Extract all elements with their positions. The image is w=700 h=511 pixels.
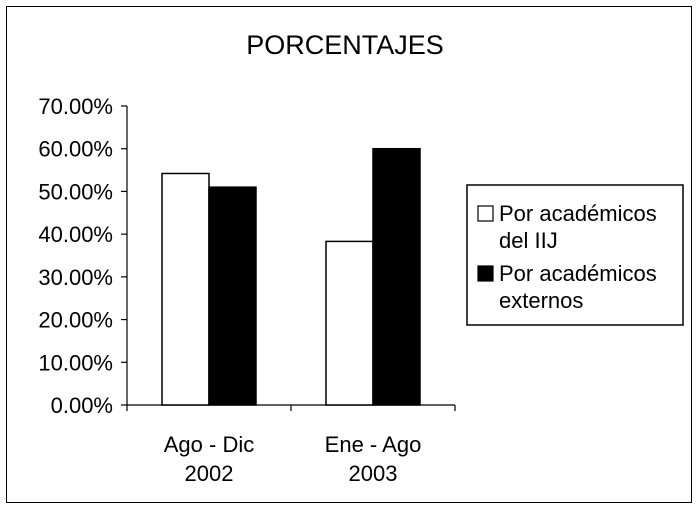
- legend-swatch: [477, 205, 494, 222]
- bar: [208, 186, 257, 406]
- y-tick-label: 30.00%: [38, 265, 113, 290]
- bar: [161, 172, 210, 406]
- y-tick-label: 0.00%: [51, 393, 113, 418]
- y-tick-label: 20.00%: [38, 308, 113, 333]
- x-category-label: Ago - Dic 2002: [164, 432, 254, 486]
- y-axis: 0.00% 10.00% 20.00% 30.00% 40.00% 50.00% 60.00…: [38, 94, 128, 418]
- legend-item: Por académicos del IIJ: [477, 201, 657, 253]
- y-tick-label: 60.00%: [38, 137, 113, 162]
- bars: [161, 147, 421, 406]
- legend-label: Por académicos externos: [499, 261, 657, 313]
- legend-swatch: [477, 265, 494, 282]
- legend-box: [466, 184, 684, 326]
- bar: [325, 240, 374, 406]
- x-axis: Ago - Dic 2002 Ene - Ago 2003: [126, 404, 456, 486]
- chart-title: PORCENTAJES: [246, 30, 444, 60]
- y-tick-label: 10.00%: [38, 350, 113, 375]
- x-category-label: Ene - Ago 2003: [325, 432, 422, 486]
- legend: Por académicos del IIJ Por académicos exter…: [466, 184, 684, 326]
- bar: [372, 147, 421, 406]
- y-tick-label: 40.00%: [38, 222, 113, 247]
- y-tick-label: 70.00%: [38, 94, 113, 119]
- legend-item: Por académicos externos: [477, 261, 657, 313]
- legend-label: Por académicos del IIJ: [499, 201, 657, 253]
- y-tick-label: 50.00%: [38, 179, 113, 204]
